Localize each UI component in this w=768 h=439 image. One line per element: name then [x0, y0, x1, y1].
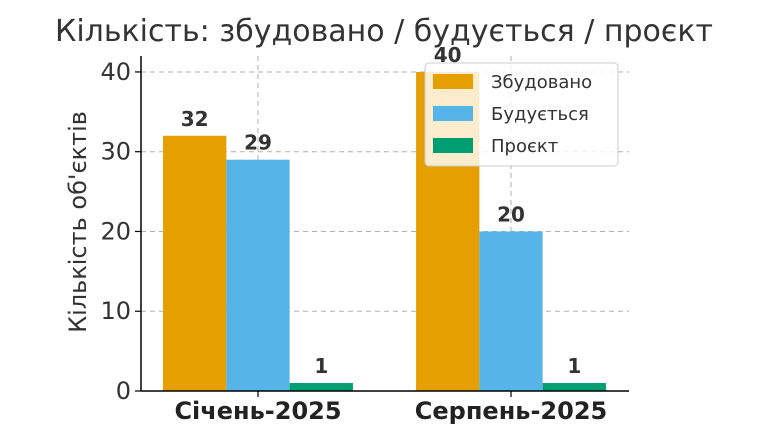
legend-swatch: [433, 138, 473, 153]
data-label: 40: [434, 43, 462, 67]
bar: [289, 383, 353, 391]
axes: [140, 56, 629, 392]
data-label: 1: [314, 354, 328, 378]
x-ticks: Січень-2025 Серпень-2025: [174, 391, 607, 425]
y-tick-label: 40: [100, 58, 131, 86]
legend-box: [424, 62, 619, 167]
y-ticks: 0 10 20 30 40: [100, 58, 141, 405]
data-labels: 32 29 1 40 20 1: [181, 43, 581, 378]
y-tick-label: 10: [100, 297, 131, 325]
bar: [163, 135, 227, 391]
chart-title: Кількість: збудовано / будується / проєк…: [55, 14, 713, 49]
y-axis-label: Кількість об'єктів: [64, 111, 92, 333]
y-tick-label: 0: [116, 377, 131, 405]
data-label: 29: [244, 131, 272, 155]
bar: [226, 159, 290, 391]
legend: Збудовано Будується Проєкт: [424, 62, 619, 167]
y-tick-label: 20: [100, 217, 131, 245]
data-label: 32: [181, 107, 209, 131]
data-label: 20: [497, 202, 525, 226]
legend-label: Будується: [491, 104, 589, 125]
legend-swatch: [433, 106, 473, 121]
bar: [542, 383, 606, 391]
legend-label: Проєкт: [491, 136, 558, 157]
legend-swatch: [433, 74, 473, 89]
y-tick-label: 30: [100, 138, 131, 166]
data-label: 1: [567, 354, 581, 378]
x-tick-label: Січень-2025: [174, 397, 341, 425]
bar: [479, 231, 543, 391]
x-tick-label: Серпень-2025: [415, 397, 607, 425]
legend-label: Збудовано: [491, 72, 592, 93]
